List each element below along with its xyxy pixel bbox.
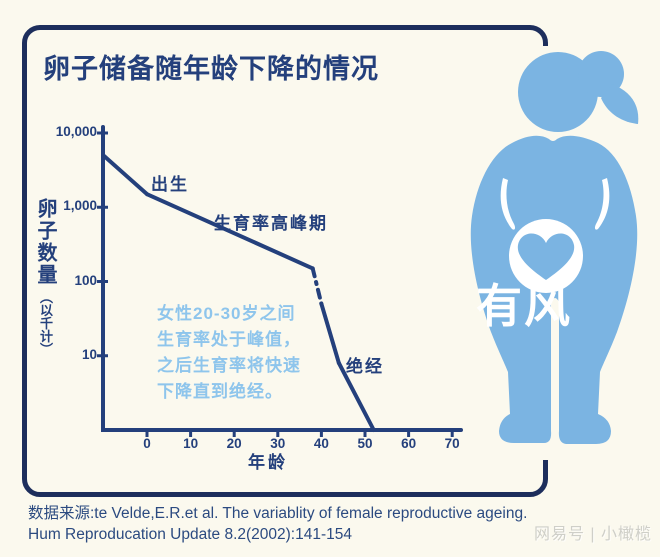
fertility-curve-chart [97,125,463,437]
heart-icon [517,233,575,280]
annotation-note: 女性20-30岁之间 生育率处于峰值， 之后生育率将快速 下降直到绝经。 [157,304,301,401]
source-line-2: Hum Reproducation Update 8.2(2002):141-1… [28,526,352,543]
watermark-credit: 网易号 | 小橄榄 [533,526,652,543]
annotation-peak-fertility: 生育率高峰期 [214,214,328,233]
source-citation: 数据来源:te Velde,E.R.et al. The variablity … [28,503,527,545]
x-axis-title: 年龄 [248,453,288,472]
left-arm-gap [500,178,516,230]
y-axis-title-sub: （以千计） [38,290,53,356]
page-title: 卵子储备随年龄下降的情况 [43,54,379,84]
right-arm-gap [594,178,610,230]
y-axis-title-main: 卵子数量 [34,198,56,286]
woman-ponytail [601,84,639,124]
annotation-birth: 出生 [151,175,189,194]
watermark-overlay: 有风 [476,280,572,332]
y-axis-title: 卵子数量 （以千计） [31,198,60,355]
pregnant-woman-silhouette [470,51,639,445]
source-line-1: 数据来源:te Velde,E.R.et al. The variablity … [28,505,528,522]
annotation-menopause: 绝经 [346,357,384,376]
woman-head [518,52,598,132]
